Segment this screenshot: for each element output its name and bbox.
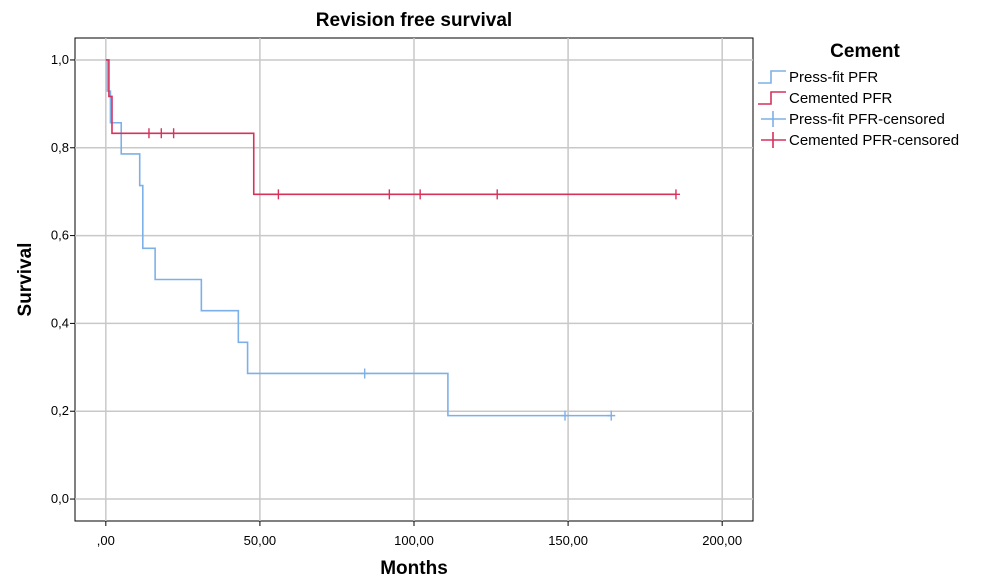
y-tick-label: 0,6: [51, 228, 69, 243]
x-tick-label: ,00: [97, 533, 115, 548]
legend-swatch: [758, 70, 786, 84]
y-axis-label: Survival: [15, 243, 36, 317]
censor-mark: [671, 189, 680, 200]
x-axis-label: Months: [380, 558, 448, 577]
y-tick-label: 0,4: [51, 315, 69, 330]
censor-mark: [169, 128, 178, 139]
y-tick-label: 0,2: [51, 403, 69, 418]
y-tick-label: 0,0: [51, 491, 69, 506]
legend-swatch: [761, 132, 786, 148]
censor-mark: [360, 368, 369, 379]
censor-mark: [416, 189, 425, 200]
censor-mark: [157, 128, 166, 139]
censor-mark: [493, 189, 502, 200]
legend-label: Press-fit PFR-censored: [789, 111, 945, 128]
censor-mark: [561, 410, 570, 421]
series-line: [105, 59, 612, 417]
x-tick-label: 150,00: [548, 533, 588, 548]
legend-swatch: [758, 91, 786, 105]
y-tick-label: 1,0: [51, 52, 69, 67]
legend-label: Cemented PFR-censored: [789, 132, 959, 149]
legend-label: Cemented PFR: [789, 90, 893, 107]
x-tick-label: 200,00: [702, 533, 742, 548]
x-tick-label: 50,00: [244, 533, 277, 548]
x-tick-label: 100,00: [394, 533, 434, 548]
chart-title: Revision free survival: [316, 10, 512, 31]
legend-swatch: [761, 111, 786, 127]
censor-mark: [144, 128, 153, 139]
legend-label: Press-fit PFR: [789, 69, 878, 86]
legend-title: Cement: [830, 41, 900, 62]
y-tick-label: 0,8: [51, 140, 69, 155]
censor-mark: [385, 189, 394, 200]
censor-mark: [607, 410, 616, 421]
series-line: [105, 59, 676, 196]
censor-mark: [274, 189, 283, 200]
